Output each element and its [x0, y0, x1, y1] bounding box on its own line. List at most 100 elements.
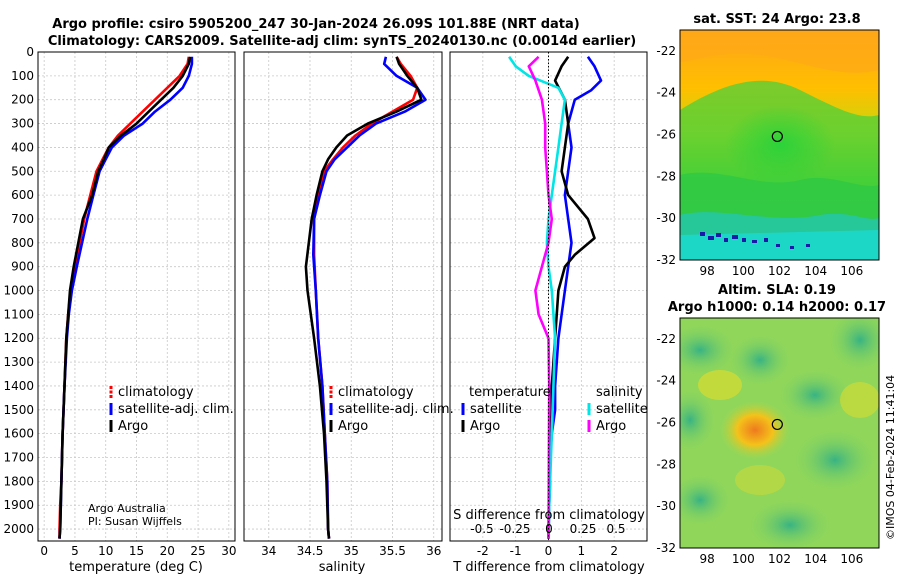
x-tick-label: 2 [610, 544, 618, 558]
x-tick-label: 30 [221, 544, 236, 558]
longitude-tick-label: 100 [732, 264, 755, 278]
x-tick-label: 15 [129, 544, 144, 558]
depth-tick-label: 2000 [3, 522, 34, 536]
figure-title-line1: Argo profile: csiro 5905200_247 30-Jan-2… [52, 17, 579, 32]
x-tick-label: -1 [510, 544, 522, 558]
x-tick-label: 34 [261, 544, 276, 558]
depth-tick-label: 700 [11, 212, 34, 226]
longitude-tick-label: 98 [699, 552, 714, 566]
profile-line-climatology [312, 56, 419, 539]
profile-line-satellite-adj-clim [311, 56, 427, 539]
profile-line-satellite [508, 56, 567, 539]
legend-label-t-satellite: satellite [470, 402, 522, 417]
latitude-tick-label: -28 [656, 457, 676, 471]
latitude-tick-label: -28 [656, 169, 676, 183]
difference-profiles [508, 55, 603, 539]
difference-legend: temperature salinity satellite Argo sate… [461, 385, 648, 434]
longitude-tick-label: 102 [768, 552, 791, 566]
salinity-legend: climatology satellite-adj. clim. Argo [329, 385, 454, 434]
latitude-tick-label: -30 [656, 499, 676, 513]
argo-position-marker [771, 418, 783, 431]
salinity-axis-label: salinity [319, 560, 366, 575]
depth-tick-label: 100 [11, 69, 34, 83]
sla-map-title-line1: Altim. SLA: 0.19 [718, 283, 836, 298]
x-tick-label: 1 [578, 544, 586, 558]
x-tick-label: 5 [71, 544, 79, 558]
x-tick-label: 0 [40, 544, 48, 558]
latitude-tick-label: -32 [656, 253, 676, 267]
x-tick-label: 35 [344, 544, 359, 558]
depth-tick-label: 1800 [3, 474, 34, 488]
longitude-tick-label: 100 [732, 552, 755, 566]
argo-position-marker [771, 130, 783, 143]
profile-line-argo [527, 55, 554, 539]
temperature-panel-grid [38, 51, 235, 541]
profile-line-argo [304, 56, 423, 539]
t-difference-tick-labels: -2 -1 0 1 2 [477, 544, 618, 558]
sst-map-tick-labels: 98 100 102 104 106 -22 -24 -26 -28 -30 -32 [656, 44, 863, 278]
profile-line-argo [547, 56, 596, 539]
depth-tick-label: 500 [11, 164, 34, 178]
depth-tick-label: 400 [11, 140, 34, 154]
sla-map-title-line2: Argo h1000: 0.14 h2000: 0.17 [668, 300, 886, 315]
depth-tick-label: 1200 [3, 331, 34, 345]
profile-line-climatology [58, 56, 191, 539]
legend-label-climatology: climatology [338, 385, 414, 400]
legend-title-temperature: temperature [469, 385, 551, 400]
legend-label-argo: Argo [338, 419, 368, 434]
legend-label-satellite: satellite-adj. clim. [338, 402, 454, 417]
legend-label-t-argo: Argo [470, 419, 500, 434]
depth-tick-label: 1300 [3, 355, 34, 369]
x-tick-label: 20 [160, 544, 175, 558]
temperature-tick-labels: 0 5 10 15 20 25 30 [40, 544, 236, 558]
t-difference-axis-label: T difference from climatology [452, 560, 645, 575]
latitude-tick-label: -24 [656, 86, 676, 100]
longitude-tick-label: 102 [768, 264, 791, 278]
latitude-tick-label: -22 [656, 44, 676, 58]
depth-tick-label: 900 [11, 260, 34, 274]
latitude-tick-label: -26 [656, 416, 676, 430]
salinity-tick-labels: 34 34.5 35 35.5 36 [261, 544, 441, 558]
salinity-panel-frame [243, 51, 443, 542]
temperature-panel-frame [37, 51, 236, 542]
credit-line2: PI: Susan Wijffels [88, 515, 182, 528]
latitude-tick-label: -24 [656, 374, 676, 388]
legend-label-climatology: climatology [118, 385, 194, 400]
s-difference-tick-label: 0.5 [606, 522, 625, 536]
latitude-tick-label: -32 [656, 541, 676, 555]
x-tick-label: 0 [545, 544, 553, 558]
depth-tick-label: 1100 [3, 307, 34, 321]
longitude-tick-label: 106 [840, 552, 863, 566]
s-difference-tick-label: 0.25 [570, 522, 597, 536]
depth-tick-label: 300 [11, 117, 34, 131]
s-difference-tick-label: 0 [545, 522, 553, 536]
legend-label-s-argo: Argo [596, 419, 626, 434]
latitude-tick-label: -22 [656, 332, 676, 346]
x-tick-label: 36 [426, 544, 441, 558]
x-tick-label: 34.5 [297, 544, 324, 558]
longitude-tick-label: 106 [840, 264, 863, 278]
salinity-panel-grid [244, 51, 442, 541]
credit-line1: Argo Australia [88, 502, 166, 515]
x-tick-label: 25 [190, 544, 205, 558]
depth-tick-label: 1500 [3, 403, 34, 417]
longitude-tick-label: 98 [699, 264, 714, 278]
latitude-tick-label: -30 [656, 211, 676, 225]
legend-label-s-satellite: satellite [596, 402, 648, 417]
depth-tick-label: 1700 [3, 451, 34, 465]
depth-tick-label: 1600 [3, 427, 34, 441]
legend-title-salinity: salinity [596, 385, 643, 400]
longitude-tick-label: 104 [804, 264, 827, 278]
depth-tick-label: 800 [11, 236, 34, 250]
sst-map-image [680, 30, 879, 260]
temperature-profiles [58, 56, 194, 539]
imos-timestamp: ©IMOS 04-Feb-2024 11:41:04 [884, 375, 897, 540]
temperature-axis-label: temperature (deg C) [69, 560, 203, 575]
sst-map-title: sat. SST: 24 Argo: 23.8 [693, 12, 860, 27]
legend-label-argo: Argo [118, 419, 148, 434]
temperature-legend: climatology satellite-adj. clim. Argo [109, 385, 234, 434]
profile-line-argo [58, 56, 192, 539]
sst-map-frame [679, 29, 880, 261]
depth-tick-label: 1900 [3, 498, 34, 512]
